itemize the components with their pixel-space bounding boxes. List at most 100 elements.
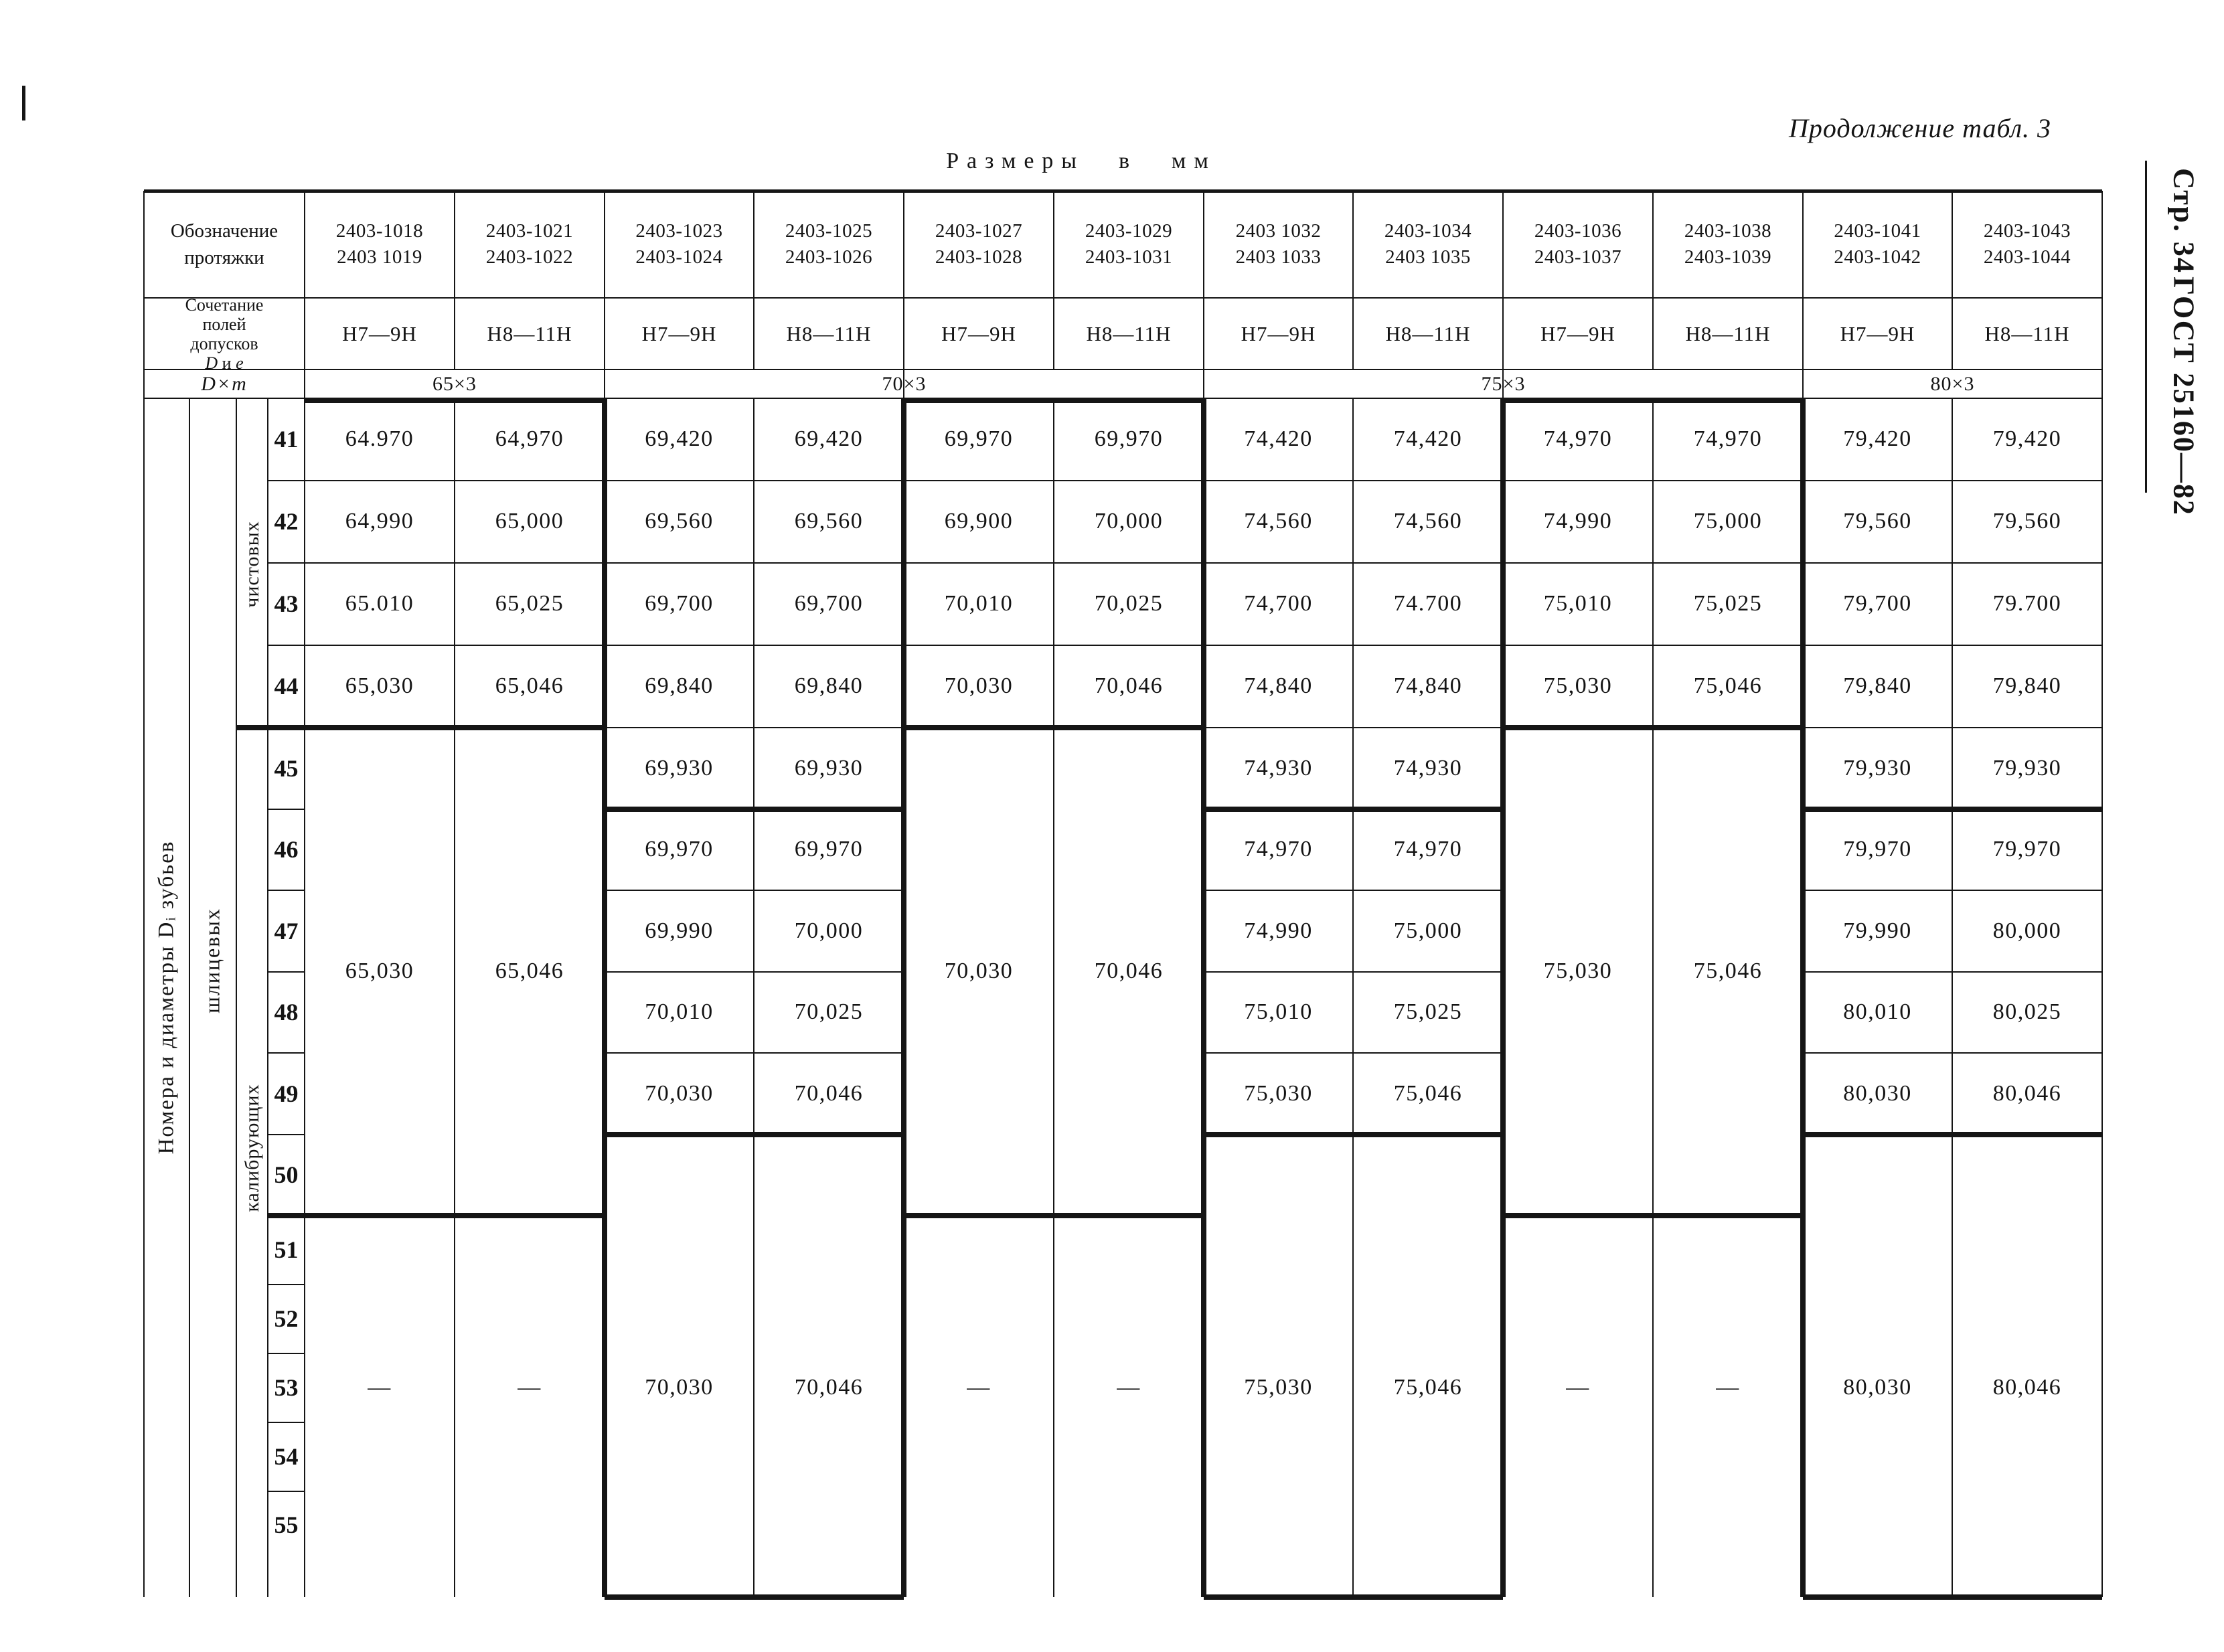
grid-line-v — [1201, 398, 1206, 1597]
designation-line: 2403-1022 — [485, 246, 574, 268]
designation-cell: 2403-1034 2403 1035 — [1356, 199, 1500, 290]
grid-line-v — [2101, 191, 2103, 1597]
row-number: 49 — [274, 1080, 299, 1107]
data-cell: 79,840 — [1992, 673, 2062, 698]
grid-line-h — [268, 1491, 305, 1492]
grid-line-h — [1803, 1594, 2102, 1600]
designation-cell: 2403-1038 2403-1039 — [1656, 199, 1800, 290]
data-cell: 80,010 — [1843, 999, 1912, 1024]
designation-cell: 2403-1027 2403-1028 — [906, 199, 1051, 290]
data-cell: 70,010 — [645, 999, 714, 1024]
data-cell: 69,420 — [794, 426, 864, 451]
data-cell: 75,046 — [1693, 673, 1763, 698]
data-cell: 79,560 — [1843, 509, 1912, 533]
data-cell: 65.010 — [345, 591, 414, 616]
designation-cell: 2403-1025 2403-1026 — [757, 199, 901, 290]
data-cell: 80,030 — [1843, 1375, 1912, 1400]
data-cell: 69,970 — [1094, 426, 1164, 451]
designation-line: 2403-1028 — [935, 246, 1023, 268]
data-cell: 70,000 — [1094, 509, 1164, 533]
designation-cell: 2403-1018 2403 1019 — [307, 199, 452, 290]
designation-line: 2403-1036 — [1534, 220, 1622, 242]
data-cell: — — [1566, 1375, 1590, 1400]
data-cell: 70,030 — [645, 1081, 714, 1106]
data-cell: 75,000 — [1693, 509, 1763, 533]
data-cell: 74,930 — [1244, 756, 1313, 780]
grid-line-v — [1352, 398, 1354, 1597]
row-number: 46 — [274, 836, 299, 863]
data-cell: 74,420 — [1244, 426, 1313, 451]
designation-line: 2403-1023 — [635, 220, 723, 242]
data-cell: 75,010 — [1543, 591, 1613, 616]
data-cell: 74,990 — [1543, 509, 1613, 533]
side-main-label: Номера и диаметры Dᵢ зубьев — [154, 840, 179, 1155]
data-cell: 69,970 — [645, 837, 714, 861]
data-cell: 69,970 — [794, 837, 864, 861]
tolerance-cell: H8—11H — [1385, 321, 1471, 345]
data-cell: 75,025 — [1393, 999, 1463, 1024]
tolerance-cell: H7—9H — [1840, 321, 1915, 345]
data-cell: 74,840 — [1393, 673, 1463, 698]
data-cell: 70,046 — [1094, 673, 1164, 698]
row-number: 48 — [274, 999, 299, 1025]
data-cell: 79.700 — [1992, 591, 2062, 616]
tolerance-cell: H8—11H — [786, 321, 872, 345]
data-cell: 74,970 — [1393, 837, 1463, 861]
dxm-group-cell: 80×3 — [1930, 372, 1975, 395]
data-cell: 64,990 — [345, 509, 414, 533]
designation-cell: 2403-1023 2403-1024 — [607, 199, 751, 290]
data-cell: 79,840 — [1843, 673, 1912, 698]
grid-line-h — [268, 1213, 605, 1218]
designation-line: 2403 1035 — [1385, 246, 1471, 268]
grid-line-v — [1800, 398, 1806, 1597]
data-cell: 79,560 — [1992, 509, 2062, 533]
tolerance-cell: H8—11H — [1086, 321, 1172, 345]
designation-line: 2403 1019 — [337, 246, 422, 268]
continuation-note: Продолжение табл. 3 — [1789, 113, 2052, 143]
tolerance-cell: H7—9H — [1540, 321, 1615, 345]
data-cell: 70,046 — [794, 1375, 864, 1400]
data-cell: 74,840 — [1244, 673, 1313, 698]
designation-line: 2403-1029 — [1085, 220, 1173, 242]
grid-line-v — [903, 191, 904, 398]
data-cell: 65,030 — [345, 959, 414, 983]
dxm-row-label: D×m — [201, 372, 248, 395]
data-cell: 65,030 — [345, 673, 414, 698]
size-note: Размеры в мм — [946, 149, 1216, 173]
data-cell: 74.700 — [1393, 591, 1463, 616]
side-label-calibrating: калибрующих — [241, 1084, 263, 1212]
row-number: 41 — [274, 426, 299, 452]
grid-line-h — [236, 725, 605, 730]
grid-line-v — [454, 191, 455, 369]
tolerance-cell: H7—9H — [342, 321, 417, 345]
grid-line-v — [304, 191, 305, 1597]
row-number: 51 — [274, 1236, 299, 1263]
grid-line-h — [268, 562, 2102, 564]
side-group-label-spline: шлицевых — [200, 908, 224, 1013]
data-cell: 70,000 — [794, 918, 864, 943]
grid-line-v — [753, 191, 754, 369]
data-cell: 75,046 — [1393, 1375, 1463, 1400]
data-cell: 79,930 — [1843, 756, 1912, 780]
data-cell: 70,025 — [1094, 591, 1164, 616]
data-cell: 74,930 — [1393, 756, 1463, 780]
data-cell: 69,560 — [794, 509, 864, 533]
data-cell: 69,990 — [645, 918, 714, 943]
data-cell: 70,030 — [944, 673, 1014, 698]
grid-line-h — [268, 890, 305, 891]
data-cell: 69,840 — [645, 673, 714, 698]
data-cell: 69,970 — [944, 426, 1014, 451]
grid-line-v — [1802, 191, 1804, 398]
data-cell: 70,010 — [944, 591, 1014, 616]
designation-cell: 2403 1032 2403 1033 — [1206, 199, 1350, 290]
tolerance-label-line: полей — [202, 314, 246, 334]
tolerance-cell: H7—9H — [641, 321, 717, 345]
grid-line-v — [1652, 191, 1654, 369]
designation-line: 2403-1042 — [1834, 246, 1921, 268]
tolerance-label-formula: D и e — [205, 353, 243, 373]
data-cell: 79,990 — [1843, 918, 1912, 943]
row-number: 42 — [274, 508, 299, 535]
dxm-group-cell: 65×3 — [432, 372, 477, 395]
data-cell: 75,030 — [1543, 959, 1613, 983]
grid-line-v — [236, 398, 237, 1597]
